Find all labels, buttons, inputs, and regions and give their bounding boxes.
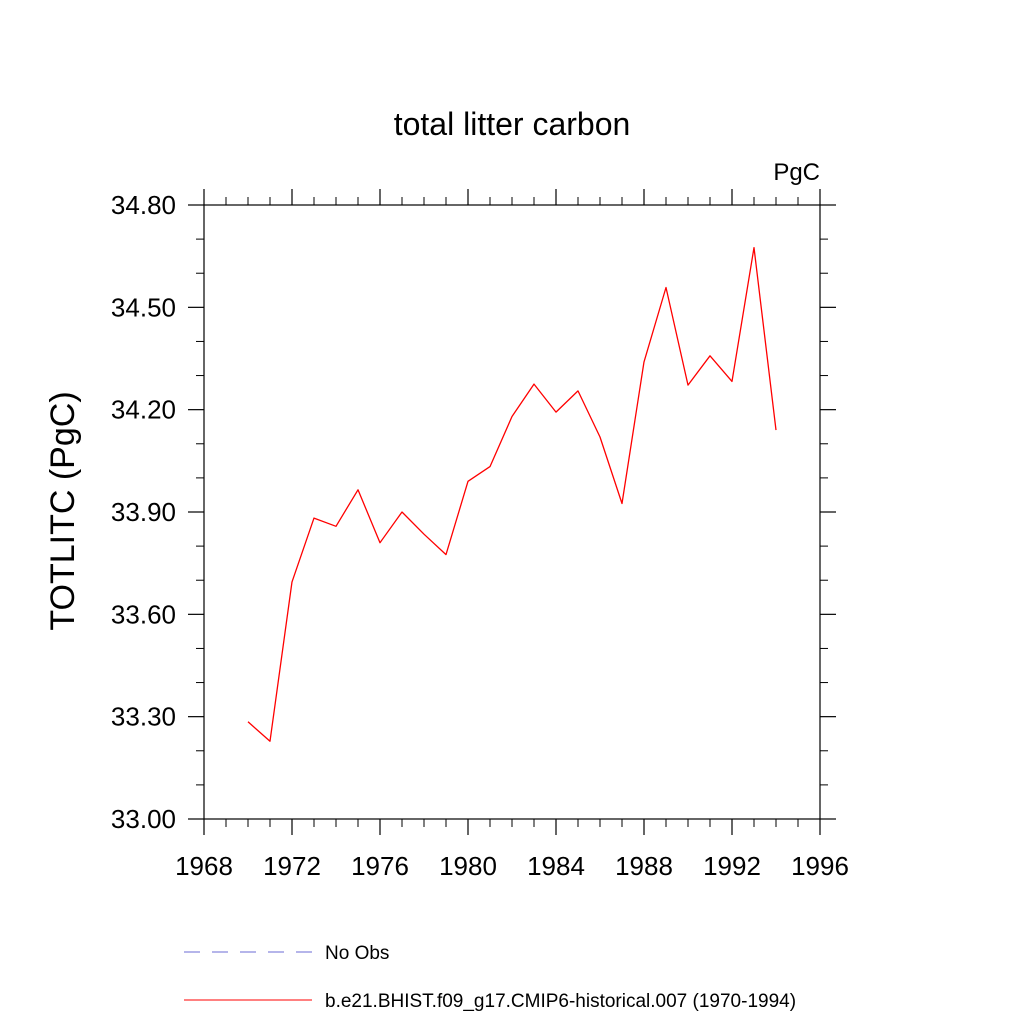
plot-border	[203, 204, 821, 820]
plot-frame	[203, 204, 821, 820]
x-tick-label: 1972	[263, 851, 321, 881]
series-line	[247, 246, 777, 742]
series-layer	[247, 246, 777, 742]
x-tick-label: 1980	[439, 851, 497, 881]
y-tick-label: 33.00	[111, 804, 176, 834]
x-tick-label: 1996	[791, 851, 849, 881]
axis-ticks: 1968 1972 1976 1980 1984 1988 1992 1996 33.00 33.…	[111, 189, 849, 881]
units-label: PgC	[773, 159, 820, 186]
x-tick-label: 1992	[703, 851, 761, 881]
y-tick-label: 34.80	[111, 190, 176, 220]
x-tick-label: 1984	[527, 851, 585, 881]
y-tick-label: 34.50	[111, 292, 176, 322]
y-axis-label: TOTLITC (PgC)	[44, 391, 82, 630]
y-tick-label: 33.60	[111, 599, 176, 629]
y-tick-label: 34.20	[111, 395, 176, 425]
legend-label: b.e21.BHIST.f09_g17.CMIP6-historical.007…	[325, 991, 796, 1012]
y-tick-label: 33.90	[111, 497, 176, 527]
y-tick-label: 33.30	[111, 702, 176, 732]
x-tick-label: 1988	[615, 851, 673, 881]
legend-label: No Obs	[325, 943, 389, 964]
legend: No Obs b.e21.BHIST.f09_g17.CMIP6-historic…	[184, 943, 796, 1012]
x-tick-label: 1976	[351, 851, 409, 881]
chart-title: total litter carbon	[394, 106, 631, 142]
x-tick-label: 1968	[175, 851, 233, 881]
